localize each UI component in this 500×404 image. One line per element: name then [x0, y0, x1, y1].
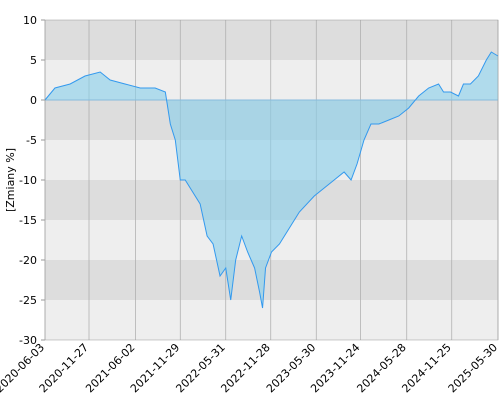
y-tick-label: 5 — [30, 54, 37, 67]
x-tick-label: 2025-05-30 — [446, 341, 500, 395]
y-tick-label: -25 — [19, 294, 37, 307]
line — [44, 51, 499, 309]
y-tick-label: 0 — [30, 94, 37, 107]
y-axis-label: [Zmiany %] — [4, 148, 17, 212]
plot-border — [44, 19, 499, 341]
area-fill — [45, 52, 498, 308]
y-tick-label: 10 — [23, 14, 37, 27]
y-tick-label: -10 — [19, 174, 37, 187]
grid-band — [45, 260, 498, 300]
y-tick-label: -5 — [26, 134, 37, 147]
y-tick-label: -20 — [19, 254, 37, 267]
grid-band — [45, 20, 498, 60]
grid-band — [45, 300, 498, 340]
y-tick-label: -30 — [19, 334, 37, 347]
y-tick-label: -15 — [19, 214, 37, 227]
